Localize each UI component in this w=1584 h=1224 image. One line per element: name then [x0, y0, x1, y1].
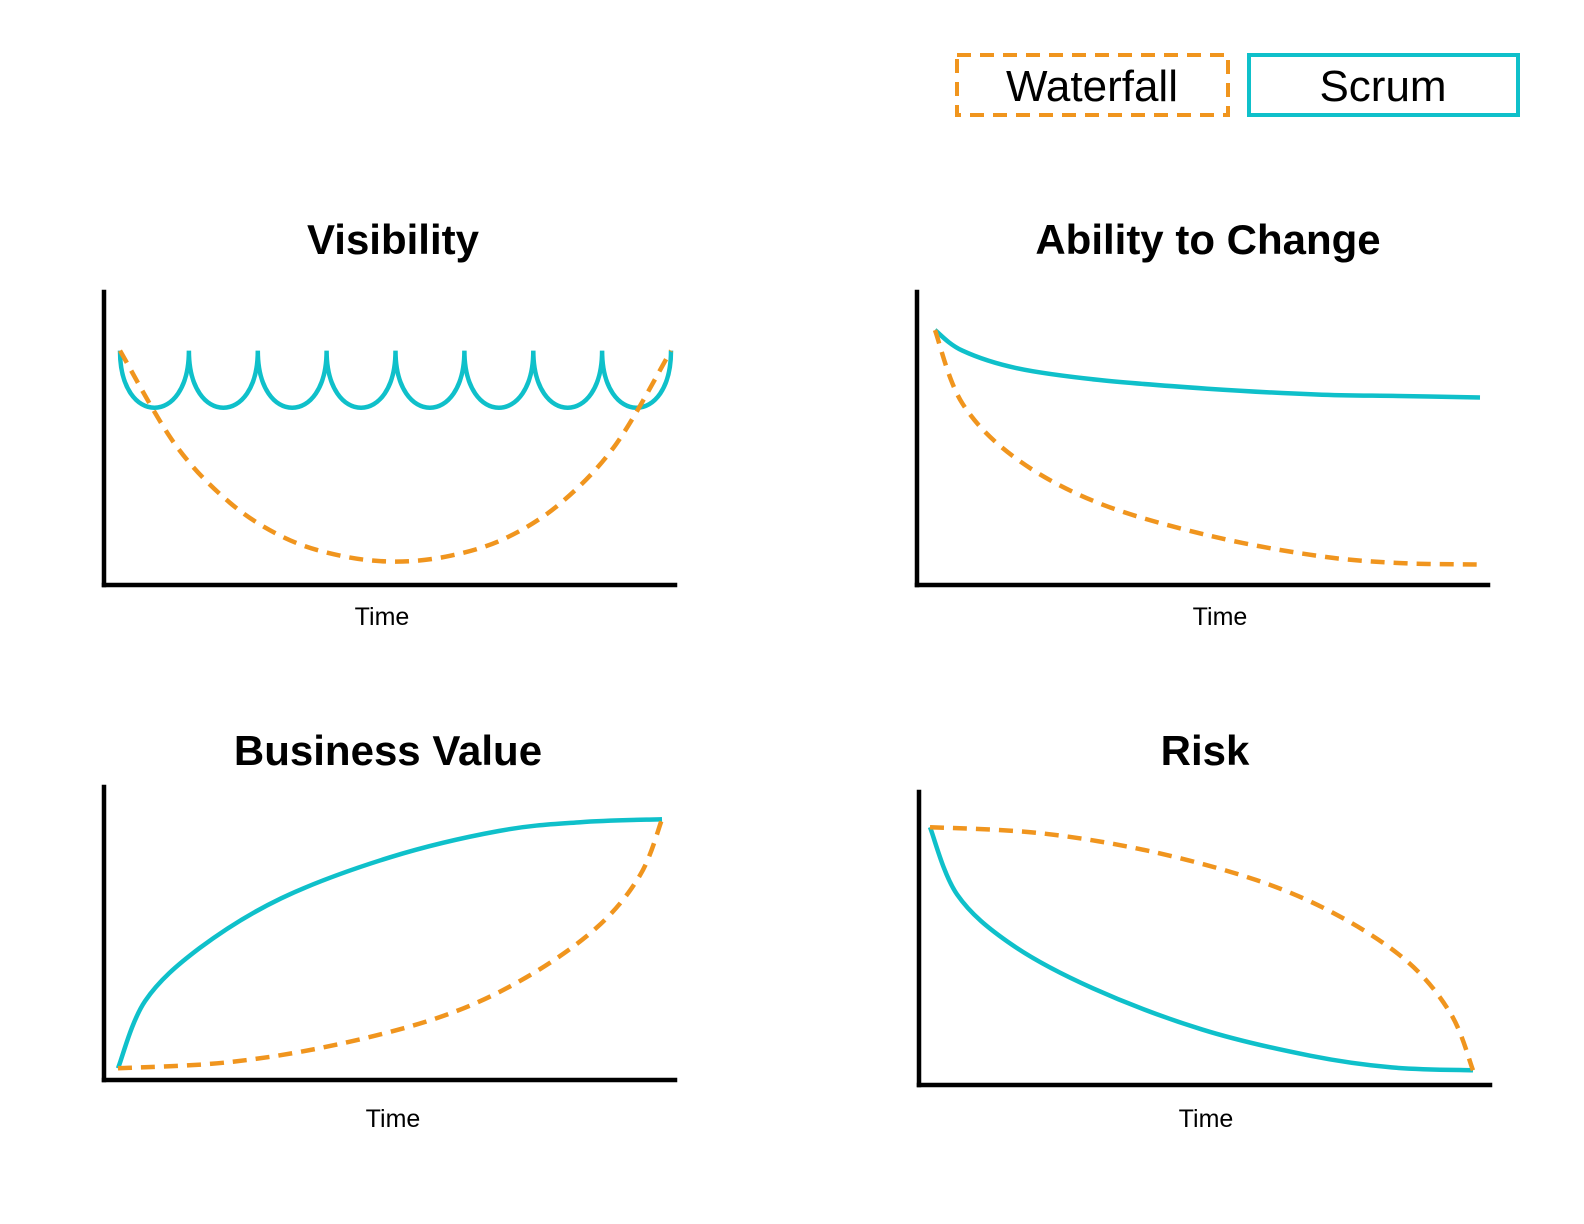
chart-title: Business Value	[234, 727, 542, 774]
scrum-series-line	[115, 816, 663, 1070]
chart-title: Ability to Change	[1035, 216, 1380, 263]
chart-title: Visibility	[307, 216, 480, 263]
x-axis-label: Time	[1193, 603, 1248, 631]
legend: Waterfall Scrum	[955, 53, 1520, 117]
scrum-series-line	[117, 350, 674, 410]
scrum-series-line	[933, 328, 1481, 400]
x-axis-label: Time	[355, 603, 410, 631]
chart-panel-ability-to-change: Ability to Change Time	[914, 216, 1491, 631]
waterfall-series-line	[929, 824, 1476, 1072]
chart-title: Risk	[1161, 727, 1250, 774]
legend-scrum-box	[1247, 53, 1520, 117]
legend-waterfall-label: Waterfall	[1006, 62, 1178, 111]
legend-scrum-label: Scrum	[1319, 62, 1446, 111]
legend-waterfall-box	[955, 53, 1230, 117]
x-axis-label: Time	[366, 1105, 421, 1133]
waterfall-series-line	[932, 329, 1481, 567]
waterfall-series-line	[118, 349, 673, 564]
chart-panel-risk: Risk Time	[916, 727, 1493, 1133]
scrum-series-line	[927, 826, 1474, 1073]
chart-panel-visibility: Visibility Time	[101, 216, 678, 631]
chart-panel-business-value: Business Value Time	[101, 727, 678, 1133]
waterfall-series-line	[117, 818, 665, 1071]
x-axis-label: Time	[1179, 1105, 1234, 1133]
